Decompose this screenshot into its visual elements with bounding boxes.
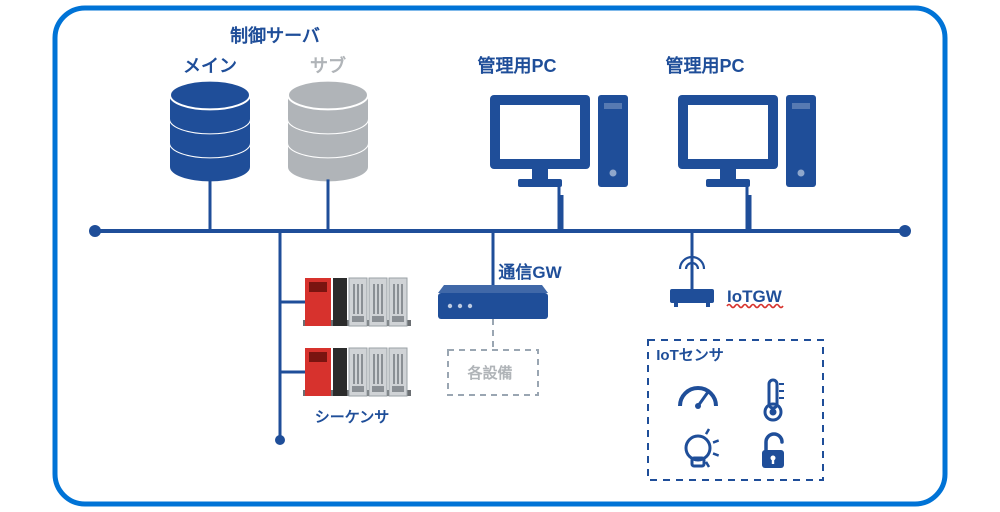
gw-label: 通信GW bbox=[498, 262, 562, 282]
management-pc-1-icon bbox=[490, 95, 628, 231]
pc2-label: 管理用PC bbox=[665, 55, 744, 76]
plc-module-2-icon bbox=[303, 348, 411, 396]
server-main-icon bbox=[170, 81, 250, 231]
iot-sensor-icons bbox=[680, 380, 784, 468]
control-server-label: 制御サーバ bbox=[230, 25, 320, 46]
gateway-icon bbox=[438, 231, 548, 350]
plc-sub-bus bbox=[275, 231, 305, 445]
server-sub-icon bbox=[288, 81, 368, 231]
bus-end-right bbox=[899, 225, 911, 237]
plc-module-1-icon bbox=[303, 278, 411, 326]
iotgw-label: IoTGW bbox=[727, 287, 783, 306]
equip-label: 各設備 bbox=[466, 364, 512, 382]
iot-gateway-icon bbox=[670, 231, 714, 307]
main-label: メイン bbox=[183, 56, 237, 76]
sub-label: サブ bbox=[310, 55, 346, 76]
sequencer-label: シーケンサ bbox=[315, 409, 390, 426]
management-pc-2-icon bbox=[678, 95, 816, 231]
iotsensor-label: IoTセンサ bbox=[656, 347, 724, 364]
bus-end-left bbox=[89, 225, 101, 237]
pc1-label: 管理用PC bbox=[477, 55, 556, 76]
